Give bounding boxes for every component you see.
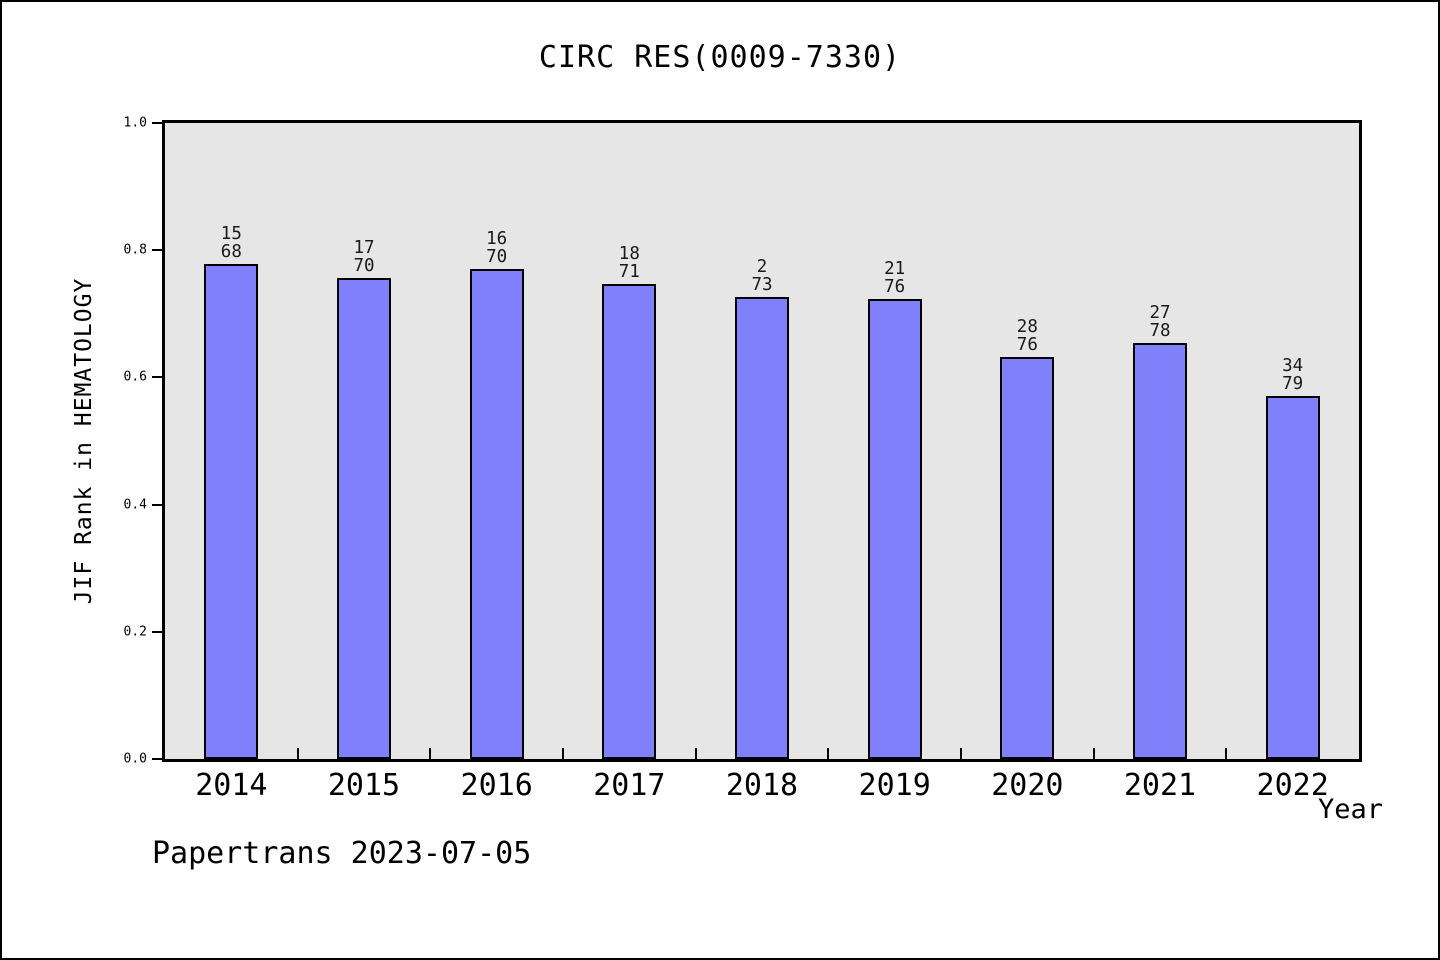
bar — [1133, 343, 1187, 759]
x-boundary-tick — [296, 748, 299, 759]
bar-value-label: 21 76 — [835, 260, 955, 296]
bar — [867, 298, 922, 759]
bar — [735, 297, 789, 759]
y-tick-mark — [152, 630, 165, 633]
bar-value-label: 27 78 — [1100, 304, 1220, 340]
bar-value-line: 16 — [486, 228, 508, 249]
y-axis-label: JIF Rank in HEMATOLOGY — [71, 277, 97, 605]
bar-value-label: 18 71 — [569, 245, 689, 281]
x-category-label: 2022 — [1256, 768, 1329, 803]
x-category-label: 2017 — [593, 768, 666, 803]
bar — [204, 263, 259, 759]
bar-value-line: 71 — [618, 261, 640, 282]
x-category-label: 2018 — [725, 768, 799, 803]
x-category-label: 2020 — [991, 768, 1064, 803]
bar-value-line: 27 — [1149, 303, 1171, 324]
bar-value-line: 18 — [618, 243, 640, 264]
plot-area: 0.0 0.2 0.4 0.6 0.8 1.0 15 68 2014 17 70 2015 16 70 20… — [124, 116, 1362, 803]
x-axis-label: Year — [1317, 794, 1383, 825]
x-category-label: 2014 — [195, 768, 268, 803]
bar-value-label: 15 68 — [171, 225, 291, 261]
bar-value-line: 76 — [1016, 335, 1038, 356]
y-tick-mark — [152, 376, 165, 379]
y-tick-mark — [152, 122, 165, 124]
bar — [1000, 357, 1055, 759]
y-tick-label: 0.2 — [123, 624, 147, 640]
bar-value-label: 34 79 — [1233, 357, 1353, 393]
bar-value-line: 79 — [1282, 374, 1304, 395]
x-category-label: 2015 — [327, 768, 401, 803]
bar-value-line: 70 — [486, 246, 508, 267]
x-category-label: 2019 — [858, 768, 931, 803]
bar-value-label: 28 76 — [967, 318, 1087, 354]
chart-title: CIRC RES(0009-7330) — [538, 40, 902, 75]
bar-value-line: 34 — [1282, 356, 1304, 377]
bar — [337, 277, 391, 759]
bar-value-line: 17 — [353, 237, 375, 258]
y-tick-mark — [152, 503, 165, 506]
watermark-text: Papertrans 2023-07-05 — [152, 836, 532, 871]
x-category-label: 2021 — [1123, 768, 1197, 803]
x-boundary-tick — [562, 748, 564, 759]
bar-value-line: 76 — [884, 276, 906, 297]
bar-value-line: 28 — [1016, 317, 1038, 338]
bar — [469, 268, 524, 759]
x-boundary-tick — [429, 748, 432, 759]
bar-value-label: 17 70 — [304, 239, 424, 275]
x-boundary-tick — [827, 748, 830, 759]
x-category-label: 2016 — [460, 768, 533, 803]
bar-value-line: 21 — [884, 258, 906, 279]
bar-value-line: 70 — [353, 255, 375, 276]
bar — [1265, 396, 1320, 759]
x-boundary-tick — [960, 748, 962, 759]
bar-value-line: 68 — [220, 241, 242, 262]
y-tick-label: 0.0 — [123, 751, 147, 767]
bar-value-line: 78 — [1149, 321, 1171, 342]
bar-value-label: 2 73 — [702, 258, 822, 294]
y-tick-mark — [152, 249, 165, 252]
bar-value-line: 2 — [756, 257, 768, 278]
y-tick-label: 0.6 — [123, 369, 147, 385]
y-tick-label: 0.8 — [123, 242, 147, 258]
x-boundary-tick — [1225, 748, 1228, 759]
x-boundary-tick — [1092, 748, 1095, 759]
y-tick-label: 1.0 — [123, 115, 147, 131]
y-tick-label: 0.4 — [123, 497, 147, 513]
bar-value-label: 16 70 — [437, 230, 557, 266]
y-tick-mark — [152, 758, 165, 760]
bar — [602, 283, 657, 759]
x-boundary-tick — [694, 748, 697, 759]
bar-value-line: 15 — [220, 223, 242, 244]
bar-value-line: 73 — [751, 275, 773, 296]
